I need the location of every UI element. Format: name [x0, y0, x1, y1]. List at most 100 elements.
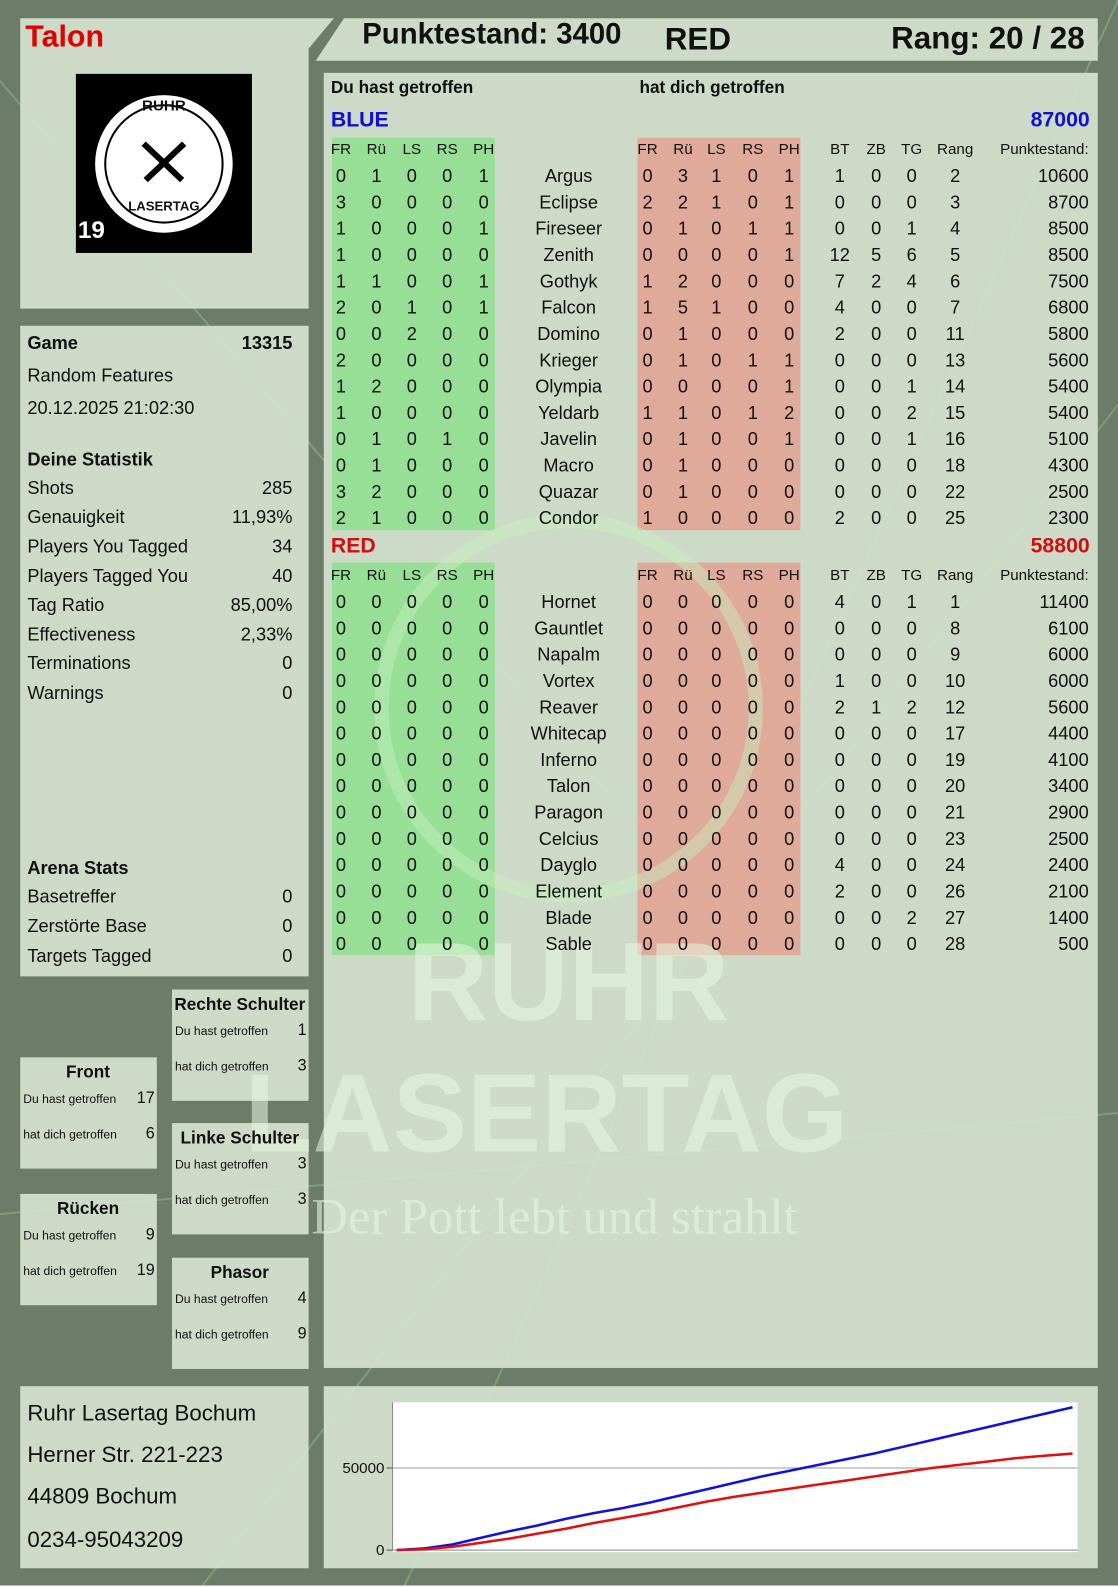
cell: 15	[945, 402, 966, 424]
cell: 0	[871, 723, 882, 744]
cell: 1	[677, 481, 689, 503]
team-name: BLUE	[330, 108, 389, 132]
cell: 1	[371, 455, 382, 476]
cell: 8500	[1048, 245, 1089, 266]
logo-badge: 19	[77, 216, 105, 244]
cell: 0	[442, 271, 453, 292]
game-id: 13315	[241, 332, 293, 354]
column-header: Punktestand:	[1000, 140, 1089, 158]
cell: 0	[406, 776, 417, 797]
cell: 0	[784, 671, 795, 692]
address-line: 0234-95043209	[27, 1526, 184, 1552]
cell: 0	[642, 429, 653, 450]
cell: 2	[335, 350, 347, 371]
column-header: RS	[436, 566, 458, 584]
cell: 0	[906, 508, 917, 529]
cell: 0	[335, 907, 347, 929]
cell: 0	[642, 881, 653, 902]
cell: 0	[642, 455, 653, 476]
cell: 5400	[1048, 376, 1089, 397]
cell: 1	[478, 271, 489, 292]
cell: 0	[335, 697, 347, 718]
cell: 2	[834, 323, 845, 345]
column-header: PH	[778, 566, 800, 584]
cell: 0	[442, 166, 453, 187]
column-header: Rü	[366, 140, 387, 158]
cell: 4400	[1048, 723, 1089, 744]
cell: 0	[677, 802, 689, 823]
cell: 0	[335, 166, 347, 187]
cell: 0	[711, 881, 722, 902]
cell: 0	[442, 934, 453, 955]
cell: 0	[442, 776, 453, 797]
cell: 2	[950, 166, 961, 187]
cell: 0	[371, 749, 382, 771]
cell: 0	[784, 644, 795, 665]
cell: 0	[677, 508, 689, 529]
player-name-cell: Gauntlet	[534, 618, 604, 639]
cell: 0	[371, 907, 382, 929]
cell: 0	[335, 802, 347, 823]
cell: 1	[371, 166, 382, 187]
cell: 0	[642, 245, 653, 266]
cell: 0	[677, 376, 689, 397]
cell: 26	[945, 881, 966, 902]
player-name-cell: Condor	[538, 508, 599, 529]
cell: 0	[335, 644, 347, 665]
cell: 0	[478, 881, 489, 902]
player-team: RED	[664, 21, 731, 57]
cell: 0	[711, 508, 722, 529]
zone-title: Front	[66, 1062, 111, 1082]
zone-value: 3	[297, 1155, 307, 1174]
cell: 0	[335, 723, 347, 744]
cell: 4	[834, 855, 845, 876]
cell: 0	[784, 723, 795, 744]
column-header: ZB	[866, 566, 886, 584]
column-header: FR	[330, 140, 352, 158]
cell: 22	[945, 481, 966, 503]
cell: 0	[711, 855, 722, 876]
cell: 0	[906, 723, 917, 744]
cell: 0	[642, 323, 653, 345]
cell: 0	[406, 166, 417, 187]
cell: 1	[906, 218, 917, 239]
cell: 1	[371, 508, 382, 529]
cell: 0	[747, 271, 758, 292]
cell: 0	[871, 776, 882, 797]
cell: 0	[747, 618, 758, 639]
cell: 3400	[1048, 776, 1089, 797]
cell: 0	[642, 855, 653, 876]
cell: 0	[442, 323, 453, 345]
cell: 0	[371, 644, 382, 665]
cell: 0	[747, 192, 758, 213]
cell: 0	[478, 855, 489, 876]
player-name-cell: Olympia	[535, 376, 603, 397]
stat-label: Players You Tagged	[27, 536, 189, 557]
cell: 1	[711, 166, 722, 187]
cell: 0	[371, 592, 382, 613]
cell: 0	[834, 429, 845, 450]
cell: 1	[677, 402, 689, 424]
cell: 1	[677, 429, 689, 450]
cell: 0	[747, 671, 758, 692]
cell: 0	[711, 671, 722, 692]
cell: 0	[642, 749, 653, 771]
cell: 5800	[1048, 323, 1089, 345]
cell: 1	[677, 350, 689, 371]
cell: 2	[677, 271, 689, 292]
cell: 0	[642, 723, 653, 744]
cell: 0	[335, 881, 347, 902]
cell: 0	[747, 166, 758, 187]
cell: 0	[442, 855, 453, 876]
cell: 0	[871, 671, 882, 692]
column-header: Rü	[366, 566, 387, 584]
cell: 0	[711, 402, 722, 424]
cell: 0	[478, 402, 489, 424]
data-line	[396, 1406, 1073, 1552]
cell: 1	[335, 245, 347, 266]
data-line	[396, 1452, 1073, 1552]
stat-label: Shots	[27, 477, 74, 498]
cell: 0	[406, 271, 417, 292]
stat-label: Players Tagged You	[27, 565, 189, 587]
